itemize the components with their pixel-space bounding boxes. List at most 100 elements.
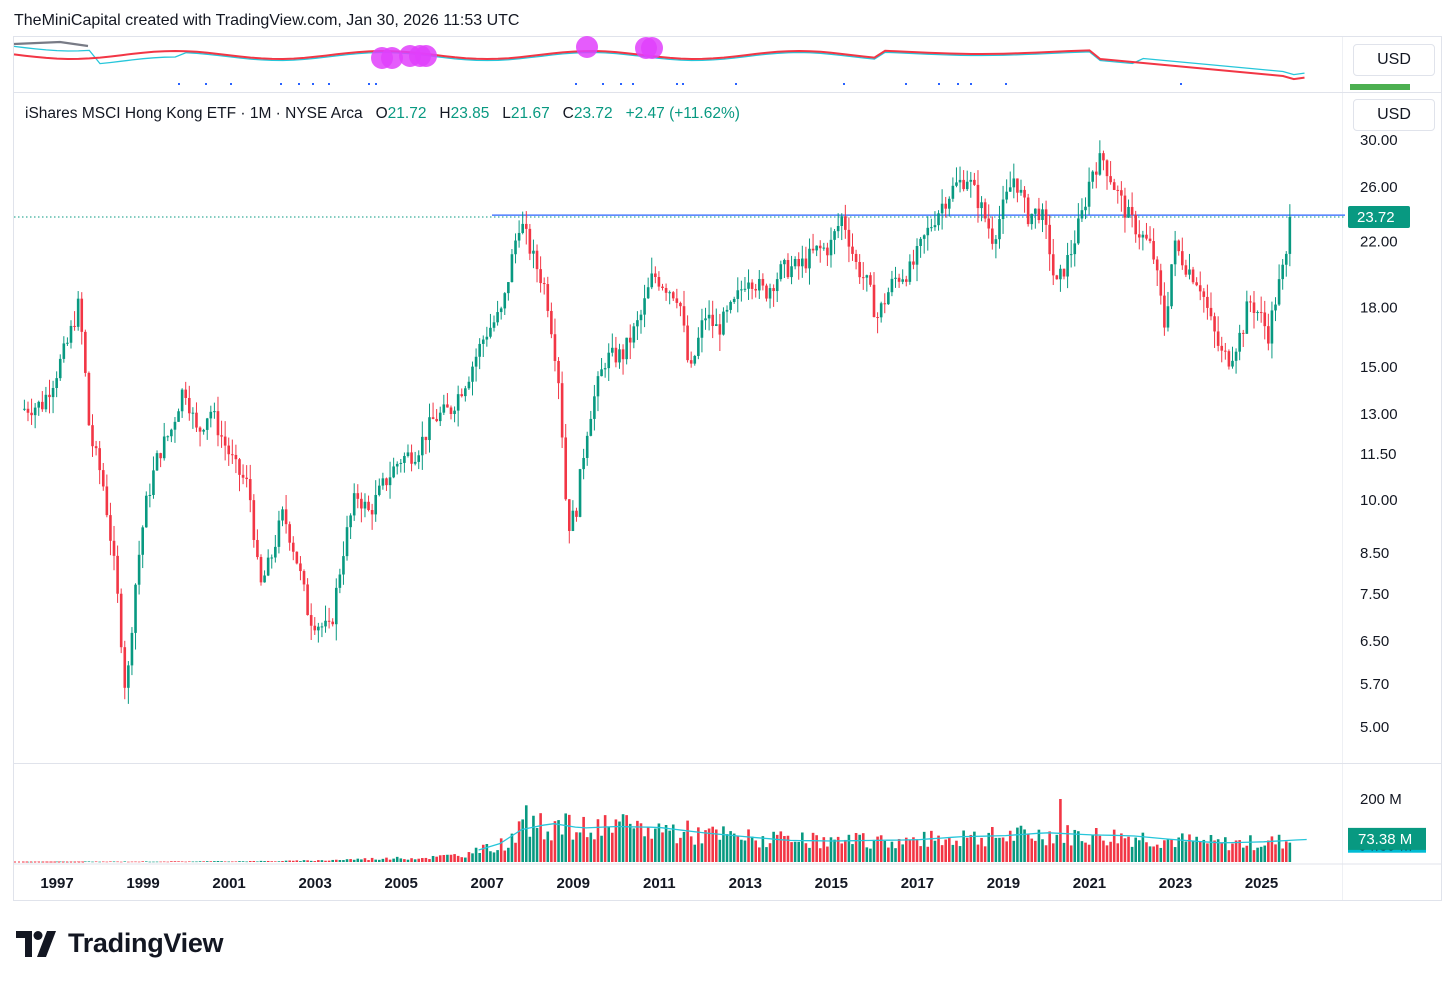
candle xyxy=(1145,222,1148,241)
volume-bar xyxy=(919,846,922,862)
candle-body xyxy=(1209,307,1213,317)
candle xyxy=(811,233,815,254)
price-axis-separator xyxy=(1342,37,1343,900)
candle xyxy=(671,291,675,302)
candle-body xyxy=(69,325,73,343)
indicator-main-line xyxy=(13,49,1305,81)
volume-bar xyxy=(765,847,768,862)
volume-bar xyxy=(1016,827,1019,862)
indicator-pane-divider[interactable] xyxy=(14,92,1441,93)
candle-body xyxy=(37,401,41,408)
chart-frame xyxy=(13,36,1442,901)
volume-bar xyxy=(700,843,704,862)
time-tick-label: 2003 xyxy=(298,875,331,892)
volume-bar xyxy=(714,829,718,862)
candle-body xyxy=(277,520,281,547)
volume-bar xyxy=(707,828,711,862)
candle xyxy=(973,172,976,186)
volume-bar xyxy=(962,830,965,862)
candle-body xyxy=(600,369,603,377)
volume-bar xyxy=(833,839,836,862)
volume-bar xyxy=(1102,840,1105,862)
candle xyxy=(231,439,234,464)
volume-bar xyxy=(94,861,98,863)
candle xyxy=(474,348,478,382)
candle xyxy=(650,257,654,290)
volume-bar xyxy=(815,835,818,862)
candle-body xyxy=(485,336,489,340)
candle xyxy=(485,326,489,347)
candle xyxy=(51,380,55,414)
volume-bar xyxy=(1137,840,1141,862)
volume-bar xyxy=(238,861,241,862)
candle-body xyxy=(1069,254,1073,256)
candle xyxy=(858,254,861,284)
volume-bar xyxy=(478,852,481,862)
low-value: 21.67 xyxy=(510,105,550,122)
candle-body xyxy=(1284,253,1288,265)
candle xyxy=(693,354,697,366)
candle-body xyxy=(467,381,471,389)
candle-body xyxy=(901,279,904,282)
candle-body xyxy=(1263,312,1267,327)
high-label: H xyxy=(439,105,451,122)
candle-body xyxy=(1238,332,1241,352)
symbol-legend[interactable]: iShares MSCI Hong Kong ETF · 1M · NYSE A… xyxy=(25,105,740,123)
currency-button-indicator[interactable]: USD xyxy=(1353,44,1435,76)
candle-body xyxy=(334,587,338,625)
volume-bar xyxy=(1198,841,1202,862)
volume-pane-divider[interactable] xyxy=(14,763,1441,764)
price-tick-label: 13.00 xyxy=(1360,406,1398,423)
candle xyxy=(259,554,263,586)
price-tick-label: 10.00 xyxy=(1360,492,1398,509)
candle xyxy=(1030,213,1034,230)
volume-bar xyxy=(55,861,58,863)
candle xyxy=(87,371,91,426)
candle xyxy=(1048,215,1051,271)
candle-body xyxy=(1141,234,1145,238)
volume-bar xyxy=(754,840,758,862)
volume-bar xyxy=(693,844,697,862)
candle xyxy=(363,493,367,518)
candle xyxy=(718,313,722,352)
candle xyxy=(360,492,363,523)
volume-bar xyxy=(1127,836,1130,862)
candle-body xyxy=(238,459,241,475)
candle-body xyxy=(507,282,510,294)
currency-button-main[interactable]: USD xyxy=(1353,99,1435,131)
candle xyxy=(105,474,109,518)
candle xyxy=(1109,161,1112,185)
volume-bar xyxy=(818,848,822,862)
candle-body xyxy=(1030,213,1034,225)
candle-body xyxy=(894,277,897,279)
candle xyxy=(714,308,718,327)
signal-dot xyxy=(575,83,577,85)
candle xyxy=(1249,295,1252,313)
volume-bar xyxy=(342,860,345,862)
volume-bar xyxy=(162,861,166,863)
volume-bar xyxy=(1224,837,1227,862)
candle xyxy=(277,510,281,554)
candle-body xyxy=(1170,264,1173,307)
candle xyxy=(535,244,539,283)
volume-bar xyxy=(983,846,987,862)
candle xyxy=(101,462,105,491)
candle xyxy=(1267,313,1270,351)
candle xyxy=(1270,301,1274,359)
chart-credit: TheMiniCapital created with TradingView.… xyxy=(14,12,520,29)
candle-body xyxy=(1227,351,1231,367)
tradingview-logo[interactable]: TradingView xyxy=(16,928,224,959)
price-axis: 30.00 26.00 22.00 18.00 15.00 13.00 11.50 10.00… xyxy=(1348,132,1410,736)
volume-bar xyxy=(829,837,833,862)
candle xyxy=(345,515,349,561)
candle-body xyxy=(797,258,801,267)
time-tick-label: 1997 xyxy=(40,875,73,892)
volume-bar xyxy=(840,843,844,862)
volume-bar xyxy=(729,831,732,862)
candle-body xyxy=(1130,206,1134,215)
candle-body xyxy=(1206,296,1209,308)
volume-bar xyxy=(593,839,596,862)
candle-body xyxy=(119,593,123,648)
candle-body xyxy=(801,258,804,267)
